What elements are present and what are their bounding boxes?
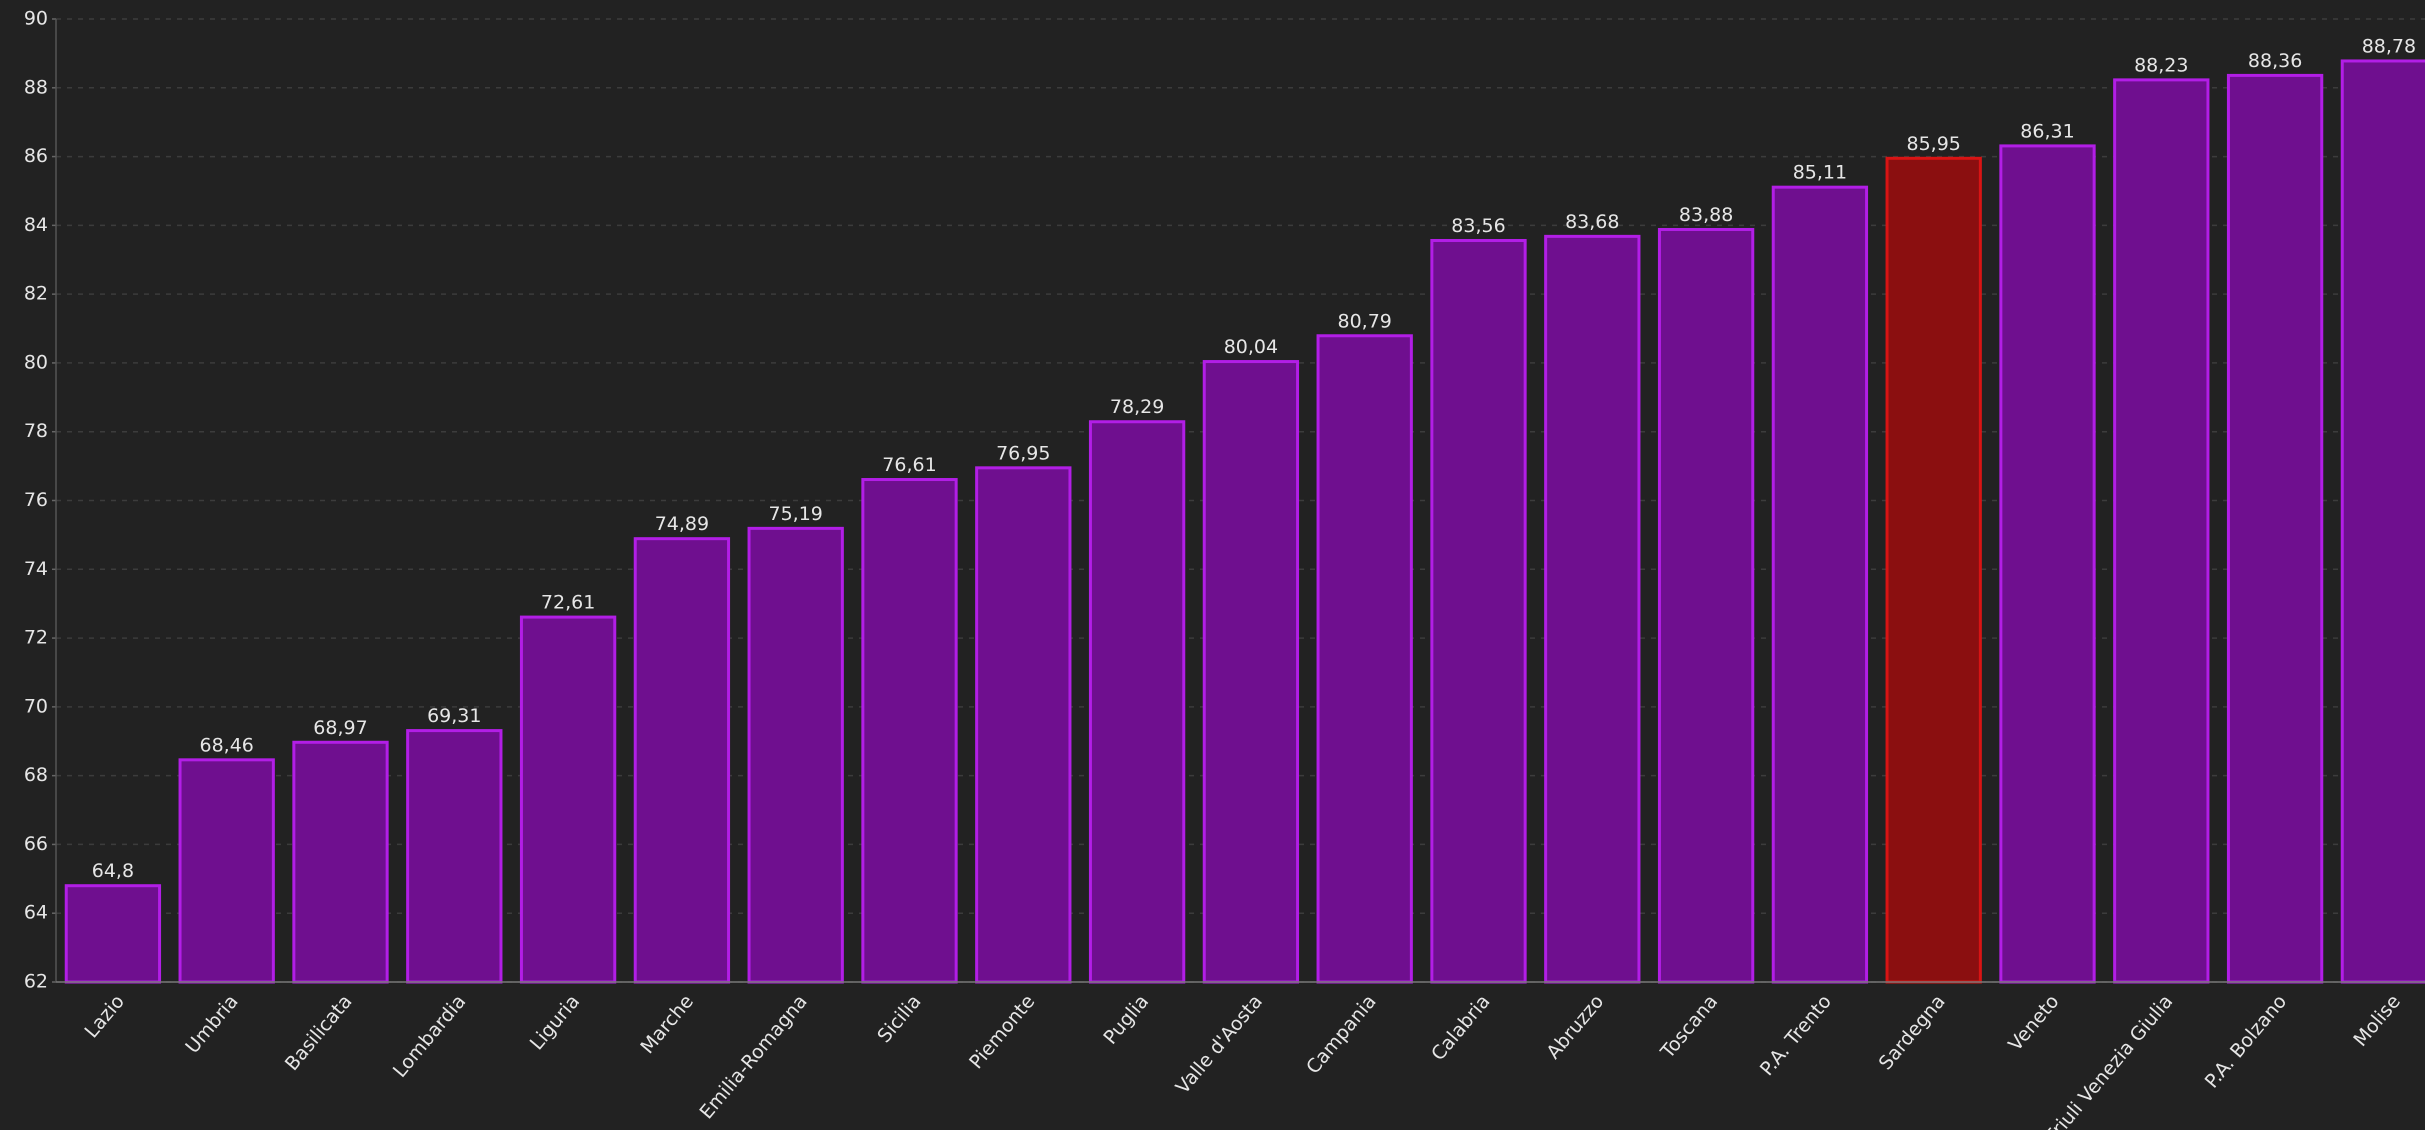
value-label: 86,31 xyxy=(2020,120,2074,142)
value-label: 88,36 xyxy=(2248,50,2302,72)
bar xyxy=(64,884,162,984)
value-label: 76,61 xyxy=(882,454,936,476)
x-tick-label: Umbria xyxy=(181,991,242,1058)
bar xyxy=(1430,238,1527,984)
value-label: 72,61 xyxy=(541,592,595,614)
value-label: 88,78 xyxy=(2362,35,2416,57)
value-label: 74,89 xyxy=(655,513,709,535)
y-tick-label: 80 xyxy=(24,351,48,373)
bar xyxy=(178,758,275,984)
x-tick-label: Puglia xyxy=(1099,991,1153,1049)
bar xyxy=(519,615,617,984)
y-tick-label: 88 xyxy=(24,76,48,98)
value-label: 69,31 xyxy=(427,705,481,727)
x-tick-label: Valle d'Aosta xyxy=(1172,991,1267,1099)
y-tick-label: 90 xyxy=(24,8,48,30)
x-tick-label: P.A. Bolzano xyxy=(2201,991,2291,1093)
x-tick-label: Piemonte xyxy=(965,991,1039,1074)
value-label: 83,88 xyxy=(1679,204,1733,226)
y-tick-label: 82 xyxy=(24,283,48,305)
value-label: 76,95 xyxy=(996,442,1050,464)
value-label: 75,19 xyxy=(768,503,822,525)
bar xyxy=(2340,59,2425,984)
y-tick-label: 86 xyxy=(24,145,48,167)
x-tick-label: Basilicata xyxy=(281,991,357,1075)
value-label: 83,68 xyxy=(1565,211,1619,233)
bar xyxy=(1088,420,1186,984)
bar xyxy=(1202,360,1300,984)
bar xyxy=(1316,334,1413,984)
x-tick-label: Sicilia xyxy=(873,991,925,1047)
y-tick-label: 70 xyxy=(24,695,48,717)
x-tick-label: Campania xyxy=(1302,991,1381,1079)
y-tick-label: 74 xyxy=(24,558,48,580)
bar xyxy=(861,478,958,984)
x-tick-label: Lombardia xyxy=(389,991,470,1082)
y-tick-label: 64 xyxy=(24,902,48,924)
x-tick-label: Marche xyxy=(636,991,698,1058)
value-label: 80,79 xyxy=(1337,310,1391,332)
bar xyxy=(1885,156,1982,984)
x-tick-label: Molise xyxy=(2349,991,2405,1051)
y-tick-label: 62 xyxy=(24,971,48,993)
value-label: 85,11 xyxy=(1793,162,1847,184)
x-tick-label: Liguria xyxy=(526,991,584,1055)
bar xyxy=(747,526,844,984)
value-label: 68,97 xyxy=(313,717,367,739)
value-label: 80,04 xyxy=(1224,336,1278,358)
y-tick-label: 68 xyxy=(24,764,48,786)
bars: 64,8 68,46 68,97 69,31 72,61 74,89 75,19 76,61 7… xyxy=(64,35,2425,984)
bar xyxy=(633,537,731,984)
value-label: 85,95 xyxy=(1906,133,1960,155)
x-tick-label: Toscana xyxy=(1656,991,1722,1064)
y-tick-label: 76 xyxy=(24,489,48,511)
x-tick-label: Calabria xyxy=(1427,991,1494,1065)
x-tick-label: Friuli Venezia Giulia xyxy=(2041,991,2177,1130)
x-tick-label: Lazio xyxy=(81,991,129,1043)
y-tick-label: 66 xyxy=(24,833,48,855)
x-tick-label: P.A. Trento xyxy=(1756,991,1836,1080)
x-tick-label: Veneto xyxy=(2004,991,2063,1056)
value-label: 88,23 xyxy=(2134,54,2188,76)
bar xyxy=(2113,78,2210,984)
bar xyxy=(406,729,503,984)
value-label: 78,29 xyxy=(1110,396,1164,418)
value-label: 68,46 xyxy=(199,734,253,756)
value-label: 64,8 xyxy=(92,860,134,882)
bar xyxy=(2226,73,2324,984)
x-tick-label: Sardegna xyxy=(1875,991,1950,1075)
bar xyxy=(1999,144,2096,984)
bar xyxy=(1657,227,1755,984)
y-tick-label: 72 xyxy=(24,627,48,649)
bar xyxy=(292,740,389,984)
x-tick-label: Abruzzo xyxy=(1542,991,1608,1064)
y-tick-label: 84 xyxy=(24,214,48,236)
y-tick-label: 78 xyxy=(24,420,48,442)
bar xyxy=(1771,185,1869,984)
x-tick-label: Emilia-Romagna xyxy=(695,991,811,1124)
value-label: 83,56 xyxy=(1451,215,1505,237)
bar xyxy=(975,466,1072,984)
bar xyxy=(1544,234,1641,984)
